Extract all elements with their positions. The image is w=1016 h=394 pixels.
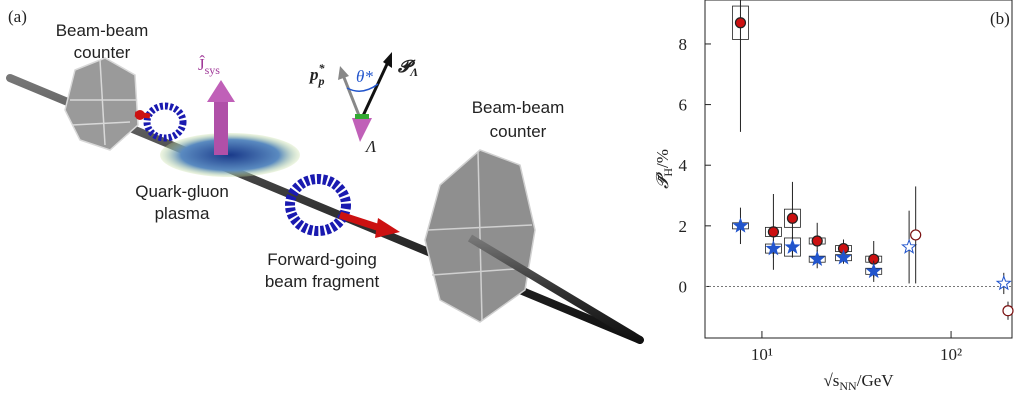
circle-marker (1002, 305, 1014, 317)
y-axis-label: 𝓟̄H/% (653, 149, 675, 189)
label: Beam-beam (472, 98, 565, 117)
fragment-arrow (338, 211, 382, 232)
p-arrow (338, 66, 349, 80)
label: sys (205, 63, 221, 77)
plot-frame (704, 0, 1013, 339)
p-arrow (341, 74, 362, 119)
right-counter-plate (424, 149, 536, 323)
label: p* p (308, 61, 326, 88)
pol-arrow (360, 61, 390, 119)
circle-marker (734, 17, 747, 29)
label: θ* (356, 67, 373, 86)
circle-marker (767, 226, 780, 238)
y-axis-label: H (661, 168, 675, 177)
spectator-blob (143, 102, 351, 236)
label: counter (490, 122, 547, 141)
label: beam fragment (265, 272, 380, 291)
beam-line (467, 234, 643, 344)
lambda-cone (352, 118, 372, 142)
star-marker (835, 249, 852, 265)
star-marker (765, 240, 782, 256)
y-tick-label: 2 (679, 217, 688, 236)
star-marker (901, 238, 918, 254)
angle-arc (346, 83, 379, 92)
label: counter (74, 43, 131, 62)
panel-label: (b) (990, 9, 1010, 28)
x-axis-label: √sNN/GeV (823, 371, 894, 393)
left-counter-plate (64, 57, 139, 151)
label: Quark-gluon (135, 182, 229, 201)
label: p (318, 74, 325, 88)
label: Ĵ (198, 55, 205, 74)
circle-marker (910, 229, 922, 241)
label: plasma (155, 204, 210, 223)
star-marker (809, 250, 826, 266)
j-arrow (214, 100, 228, 155)
label: Forward-going (267, 250, 377, 269)
label: 𝓟Λ (398, 57, 418, 79)
y-axis-label: /% (653, 149, 672, 168)
plasma (160, 133, 300, 177)
lambda-cone (355, 114, 369, 119)
fragment-arrow (135, 110, 145, 120)
label: Λ (409, 65, 418, 79)
x-tick-label: 10¹ (751, 345, 773, 364)
y-tick-label: 0 (679, 277, 688, 296)
circle-marker (786, 212, 799, 224)
x-axis-label: √s (823, 371, 839, 390)
x-tick-label: 10² (940, 345, 962, 364)
panel-label: (a) (8, 7, 27, 26)
x-axis-label: NN (839, 379, 857, 393)
x-axis-label: /GeV (857, 371, 895, 390)
pol-arrow (383, 52, 392, 68)
y-tick-label: 8 (679, 35, 688, 54)
label: p (308, 65, 319, 84)
diagram: (a) Beam-beam counter Beam-beam counter … (6, 7, 644, 344)
chart: (b) 0 2 4 6 8 10¹ 10² √sNN/GeV 𝓟̄H/% (653, 0, 1014, 393)
label: * (319, 61, 326, 75)
star-marker (865, 262, 882, 279)
star-marker (784, 238, 801, 254)
j-arrow (207, 80, 235, 102)
y-tick-label: 6 (679, 96, 688, 115)
circle-marker (811, 235, 823, 247)
y-tick-label: 4 (679, 156, 688, 175)
star-marker (995, 274, 1012, 291)
label: Ĵsys (198, 55, 220, 77)
fragment-arrow (375, 218, 400, 238)
label: Λ (364, 137, 377, 156)
label: Beam-beam (56, 21, 149, 40)
star-marker (732, 217, 749, 233)
